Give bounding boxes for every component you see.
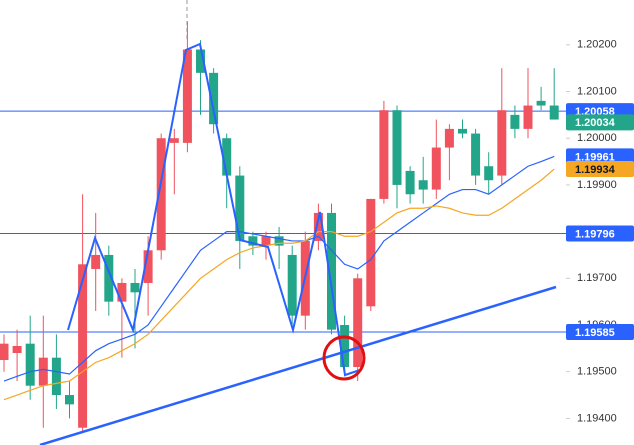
candle-body [25,343,35,386]
y-tick-label: 1.19400 [577,412,617,424]
candle-body [274,236,284,246]
price-tag [566,323,634,340]
candle-body [222,138,232,176]
moving-average [3,168,555,401]
candle-body [12,346,22,354]
moving-average [3,155,555,382]
candle-body [182,49,192,143]
y-tick-label: 1.20000 [577,132,617,144]
y-tick-label: 1.19500 [577,366,617,378]
price-tag [566,161,634,178]
candle-body [156,138,166,251]
candle-body [130,282,140,293]
y-tick-label: 1.19900 [577,179,617,191]
candle-body [458,128,467,134]
price-tag-label: 1.20034 [575,117,616,129]
candle-body [523,105,533,129]
price-tag-label: 1.19934 [575,164,616,176]
price-tag-label: 1.19961 [575,151,615,163]
candle-body [117,282,127,302]
candle-body [143,250,153,283]
candle-body [248,236,258,246]
candle-body [51,357,61,396]
candle-body [484,166,494,181]
candle-body [340,324,350,368]
candle-body [327,212,336,330]
candle-body [0,343,9,361]
candle-body [536,100,546,106]
candle-body [444,128,454,148]
candle-body [235,175,245,241]
candle-body [91,254,101,269]
candle-body [313,212,323,241]
candle-body [392,110,402,185]
candle-body [549,105,559,120]
plot-area [0,21,566,433]
zigzag-drawing [67,42,361,377]
candle-body [405,170,415,195]
candle-body [209,72,219,125]
price-tag [566,225,634,242]
y-tick-label: 1.19700 [577,272,617,284]
price-axis: 1.202001.201001.200001.199001.198001.197… [566,39,634,424]
price-tag-label: 1.19585 [575,327,615,339]
candle-body [169,138,179,143]
candle-body [497,110,507,176]
price-tag [566,114,634,131]
candle-body [196,49,205,73]
candle-body [418,180,428,190]
candle-body [379,110,389,199]
candle-body [38,357,48,386]
price-tag-label: 1.19796 [575,228,615,240]
price-tag [566,148,634,165]
candle-body [510,114,520,129]
candle-body [65,395,74,405]
trend-line [39,285,557,445]
candle-body [261,236,271,246]
y-tick-label: 1.20200 [577,39,617,51]
y-tick-label: 1.20100 [577,85,617,97]
candle-body [287,254,297,316]
candle-body [353,278,363,368]
candle-body [366,198,376,307]
candle-body [78,264,88,428]
candle-body [431,147,441,190]
candle-body [471,133,481,176]
highlight-circle [322,335,366,381]
candle-body [104,254,114,302]
